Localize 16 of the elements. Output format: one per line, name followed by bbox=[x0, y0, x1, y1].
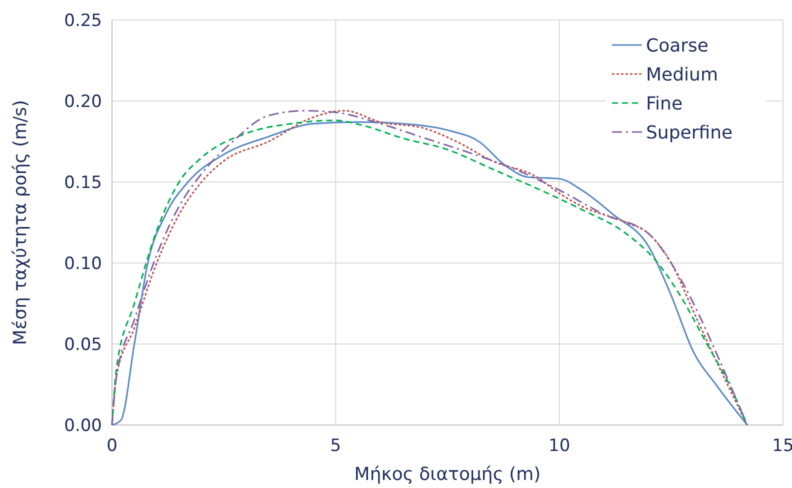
x-tick-label: 5 bbox=[330, 436, 342, 456]
legend-label: Fine bbox=[646, 93, 683, 114]
legend-label: Coarse bbox=[646, 35, 708, 56]
x-axis-title: Μήκος διατομής (m) bbox=[354, 464, 541, 485]
y-axis-title: Μέση ταχύτητα ροής (m/s) bbox=[10, 100, 31, 346]
x-tick-label: 15 bbox=[772, 436, 792, 456]
y-tick-label: 0.25 bbox=[64, 10, 102, 31]
y-tick-label: 0.10 bbox=[64, 254, 102, 274]
y-tick-label: 0.15 bbox=[64, 172, 102, 193]
x-tick-label: 10 bbox=[548, 436, 570, 456]
x-tick-label: 0 bbox=[106, 436, 118, 456]
y-tick-label: 0.00 bbox=[64, 416, 102, 436]
y-tick-label: 0.20 bbox=[64, 92, 102, 112]
y-tick-label: 0.05 bbox=[64, 334, 102, 355]
legend-label: Superfine bbox=[646, 122, 733, 144]
legend-label: Medium bbox=[646, 64, 718, 86]
